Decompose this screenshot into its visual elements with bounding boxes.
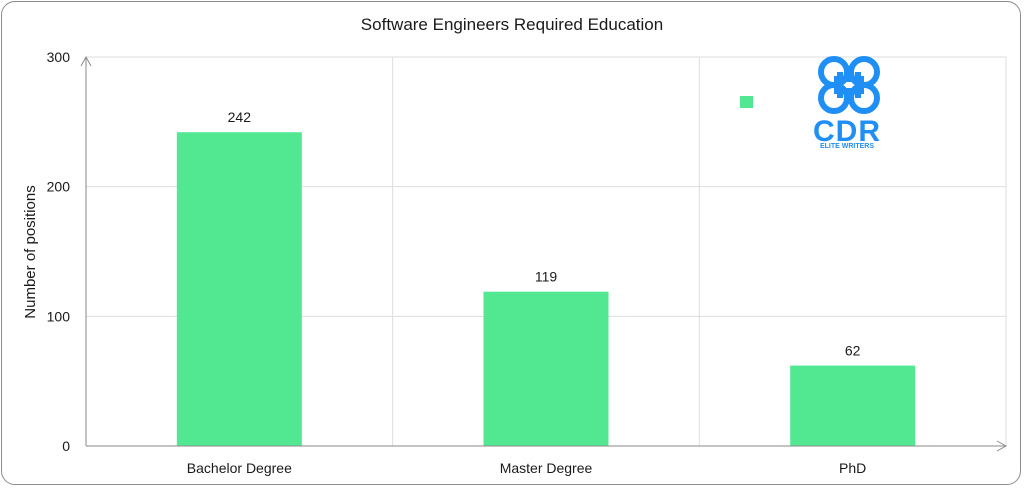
y-axis-label: Number of positions: [22, 185, 39, 318]
data-label: 242: [228, 109, 252, 125]
legend-swatch: [740, 96, 753, 108]
y-tick-label: 300: [47, 49, 71, 65]
x-tick-label: PhD: [839, 460, 866, 476]
axes: [80, 55, 1008, 452]
y-tick-label: 0: [62, 438, 70, 454]
bar: [483, 291, 609, 446]
y-tick-label: 100: [47, 308, 71, 324]
chart-title: Software Engineers Required Education: [361, 15, 663, 34]
logo-tagline: ELITE WRITERS: [820, 143, 874, 150]
command-knot-icon: [818, 56, 880, 114]
data-label: 62: [845, 343, 861, 359]
x-axis-arrow: [996, 440, 1008, 452]
x-tick-label: Bachelor Degree: [187, 460, 292, 476]
bar: [790, 365, 916, 446]
x-tick-label: Master Degree: [500, 460, 593, 476]
bar: [176, 132, 302, 446]
bars: [176, 132, 916, 446]
y-axis-arrow: [80, 55, 92, 67]
y-tick-labels: 0 100 200 300: [47, 49, 71, 454]
y-tick-label: 200: [47, 179, 71, 195]
data-labels: 242 119 62: [228, 109, 861, 358]
logo-wordmark: CDR: [813, 115, 881, 148]
x-tick-labels: Bachelor Degree Master Degree PhD: [187, 460, 866, 476]
data-label: 119: [535, 269, 558, 285]
cdr-logo: CDR ELITE WRITERS: [813, 56, 881, 150]
